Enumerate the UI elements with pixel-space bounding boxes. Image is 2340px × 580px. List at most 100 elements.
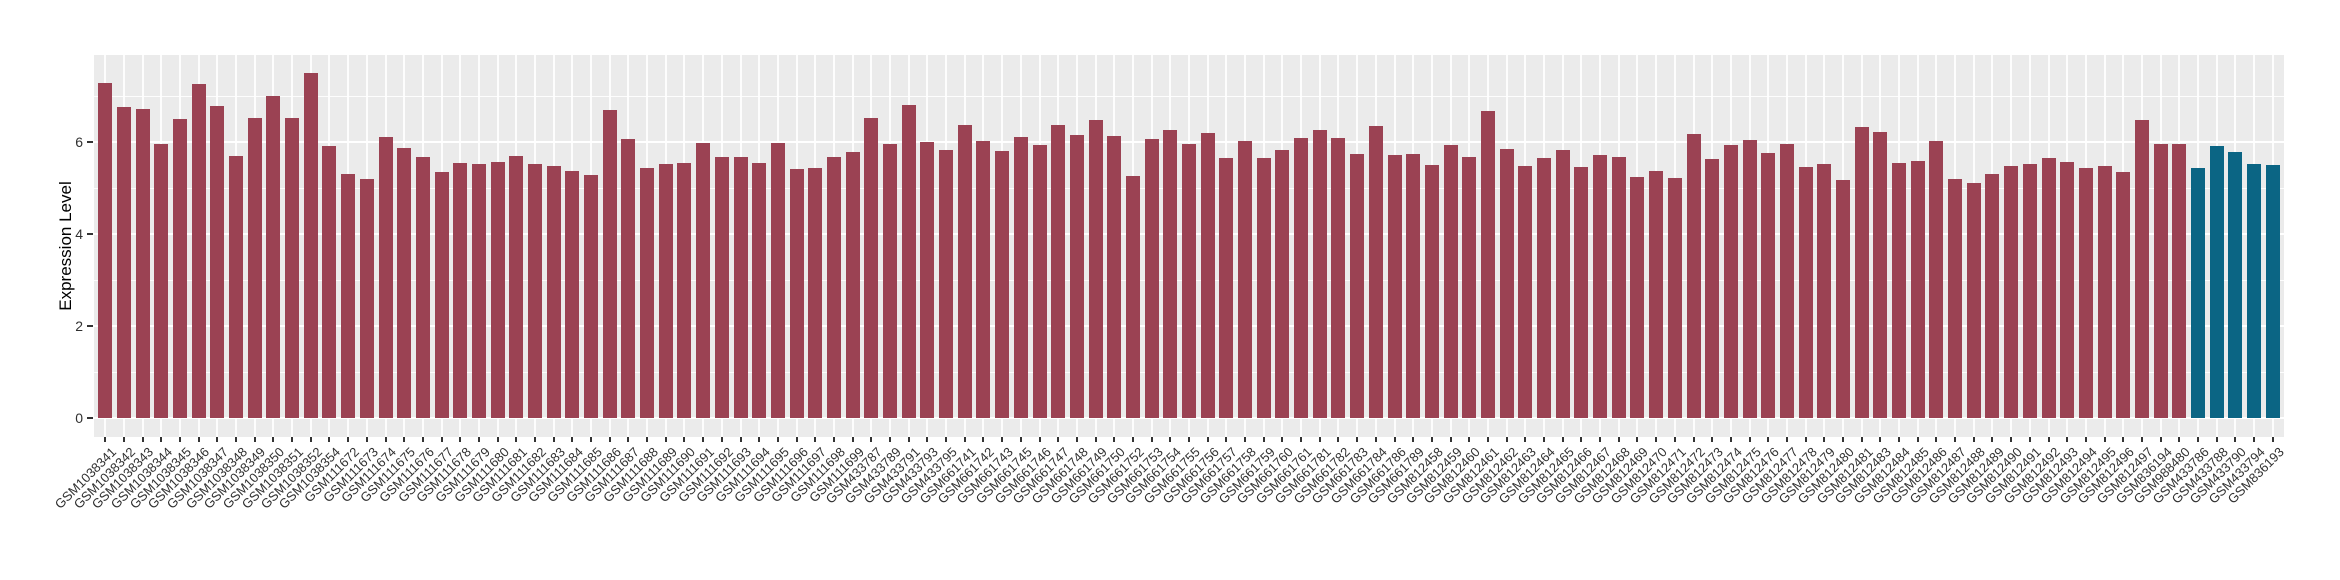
x-tick xyxy=(889,437,892,442)
x-tick xyxy=(758,437,761,442)
x-tick xyxy=(1206,437,1209,442)
x-tick xyxy=(440,437,443,442)
y-tick-label: 6 xyxy=(75,133,83,150)
x-tick xyxy=(590,437,593,442)
x-tick xyxy=(1412,437,1415,442)
x-tick xyxy=(907,437,910,442)
bar xyxy=(1667,178,1682,419)
y-tick-label: 2 xyxy=(75,318,83,335)
bar xyxy=(995,150,1010,419)
x-tick xyxy=(365,437,368,442)
x-tick xyxy=(1785,437,1788,442)
x-tick xyxy=(328,437,331,442)
x-tick xyxy=(1001,437,1004,442)
x-tick xyxy=(1748,437,1751,442)
bar xyxy=(2247,164,2262,419)
bar xyxy=(1742,140,1757,419)
x-tick xyxy=(272,437,275,442)
x-tick xyxy=(646,437,649,442)
bar xyxy=(229,155,243,419)
x-tick xyxy=(459,437,462,442)
x-tick xyxy=(1935,437,1938,442)
x-tick xyxy=(702,437,705,442)
bar xyxy=(527,163,542,419)
x-tick xyxy=(795,437,798,442)
x-tick xyxy=(1823,437,1826,442)
y-tick-label: 0 xyxy=(75,410,83,427)
x-tick xyxy=(1094,437,1097,442)
x-tick xyxy=(1318,437,1321,442)
x-tick xyxy=(1860,437,1863,442)
x-tick xyxy=(533,437,536,442)
x-tick xyxy=(2178,437,2181,442)
bar xyxy=(1387,155,1402,419)
bar xyxy=(2191,167,2206,419)
x-tick xyxy=(832,437,835,442)
x-tick xyxy=(104,437,107,442)
x-tick xyxy=(1075,437,1078,442)
bar xyxy=(1686,133,1701,419)
bar xyxy=(172,119,187,419)
x-tick xyxy=(552,437,555,442)
x-tick xyxy=(403,437,406,442)
bar xyxy=(1854,126,1869,419)
bar xyxy=(1873,132,1888,419)
x-tick xyxy=(664,437,667,442)
x-tick xyxy=(1468,437,1471,442)
bar xyxy=(808,167,823,419)
x-tick xyxy=(627,437,630,442)
bar xyxy=(341,173,356,419)
bar xyxy=(1761,153,1776,419)
bar xyxy=(434,172,449,419)
x-tick xyxy=(2215,437,2218,442)
x-tick xyxy=(178,437,181,442)
bar xyxy=(135,108,150,419)
x-tick xyxy=(720,437,723,442)
x-tick xyxy=(1393,437,1396,442)
bar xyxy=(1107,136,1122,419)
y-tick xyxy=(87,417,93,420)
y-tick xyxy=(87,232,93,235)
bar xyxy=(1649,170,1664,419)
bar xyxy=(378,136,393,419)
bar xyxy=(826,156,841,419)
x-tick xyxy=(384,437,387,442)
x-tick xyxy=(1057,437,1060,442)
bar xyxy=(471,163,486,419)
x-tick xyxy=(160,437,163,442)
x-tick xyxy=(1655,437,1658,442)
x-tick xyxy=(1729,437,1732,442)
x-tick xyxy=(309,437,312,442)
y-tick-label: 4 xyxy=(75,225,83,242)
bar xyxy=(1294,137,1309,419)
bar xyxy=(733,156,748,419)
x-tick xyxy=(1916,437,1919,442)
x-tick xyxy=(1711,437,1714,442)
x-tick xyxy=(1449,437,1452,442)
x-tick xyxy=(2047,437,2050,442)
bar xyxy=(1892,162,1907,419)
bar xyxy=(1275,149,1290,419)
bar xyxy=(98,82,113,419)
x-tick xyxy=(1954,437,1957,442)
bar xyxy=(546,166,561,419)
bar xyxy=(509,155,524,419)
x-tick xyxy=(2028,437,2031,442)
x-tick xyxy=(347,437,350,442)
bar xyxy=(322,145,337,419)
bar xyxy=(1331,137,1346,419)
bar xyxy=(883,143,898,419)
bar xyxy=(1256,157,1271,419)
x-tick xyxy=(197,437,200,442)
bar xyxy=(789,169,804,419)
bar xyxy=(285,117,300,419)
x-tick xyxy=(2271,437,2274,442)
bar xyxy=(154,144,169,419)
bar xyxy=(490,162,505,419)
bar xyxy=(266,96,281,419)
bar xyxy=(1499,148,1514,419)
x-tick xyxy=(1244,437,1247,442)
gridline-major xyxy=(94,417,2284,420)
bar xyxy=(2209,145,2224,419)
